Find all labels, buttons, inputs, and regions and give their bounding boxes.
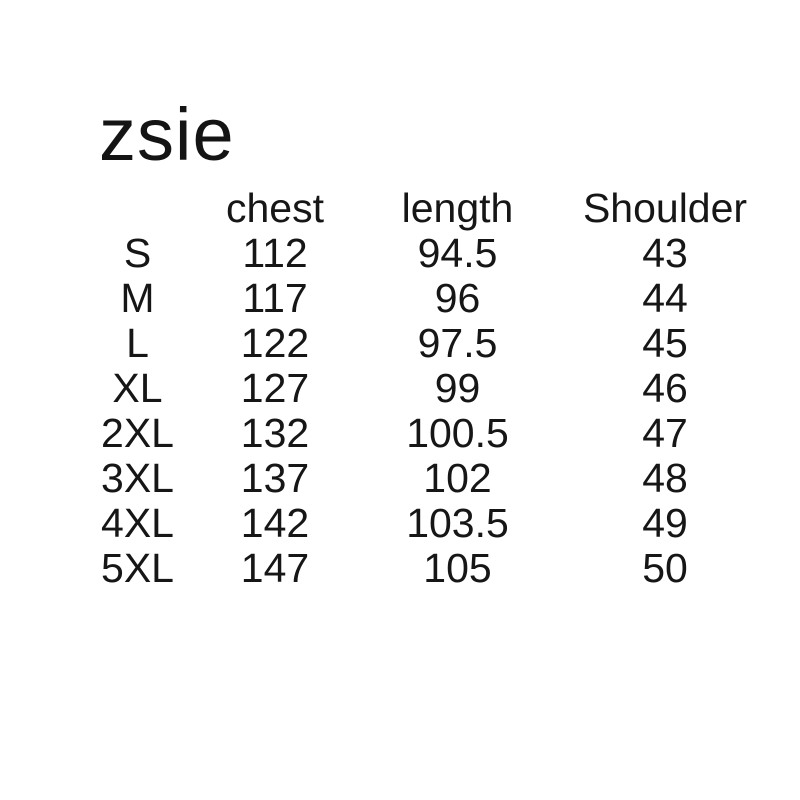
table-row: L 122 97.5 45	[85, 321, 775, 366]
table-row: 2XL 132 100.5 47	[85, 411, 775, 456]
cell-chest: 122	[240, 320, 310, 366]
cell-length: 105	[423, 545, 492, 591]
column-header-size	[85, 186, 190, 231]
cell-shoulder: 44	[642, 275, 688, 321]
column-header-length: length	[401, 185, 514, 231]
cell-chest: 112	[242, 230, 308, 276]
cell-shoulder: 49	[642, 500, 688, 546]
cell-size: M	[120, 275, 155, 321]
column-header-chest: chest	[226, 185, 324, 231]
cell-size: 2XL	[101, 410, 174, 456]
cell-length: 99	[434, 365, 481, 411]
brand-logo: zsie	[99, 93, 235, 176]
cell-length: 94.5	[417, 230, 498, 276]
cell-shoulder: 48	[642, 455, 688, 501]
cell-length: 103.5	[406, 500, 509, 546]
table-row: 5XL 147 105 50	[85, 546, 775, 591]
table-row: M 117 96 44	[85, 276, 775, 321]
cell-shoulder: 47	[642, 410, 688, 456]
cell-size: L	[126, 320, 149, 366]
cell-shoulder: 45	[642, 320, 688, 366]
cell-chest: 117	[242, 275, 308, 321]
column-header-shoulder: Shoulder	[582, 185, 748, 231]
cell-shoulder: 43	[642, 230, 688, 276]
table-header-row: chest length Shoulder	[85, 186, 775, 231]
cell-chest: 132	[240, 410, 310, 456]
cell-chest: 142	[240, 500, 310, 546]
cell-size: S	[123, 230, 152, 276]
table-row: 4XL 142 103.5 49	[85, 501, 775, 546]
cell-chest: 137	[240, 455, 310, 501]
cell-shoulder: 46	[642, 365, 688, 411]
cell-size: XL	[112, 365, 163, 411]
cell-size: 3XL	[101, 455, 174, 501]
cell-size: 5XL	[101, 545, 174, 591]
table-row: XL 127 99 46	[85, 366, 775, 411]
cell-shoulder: 50	[642, 545, 688, 591]
cell-length: 96	[434, 275, 481, 321]
cell-length: 97.5	[417, 320, 498, 366]
table-row: 3XL 137 102 48	[85, 456, 775, 501]
table-row: S 112 94.5 43	[85, 231, 775, 276]
cell-size: 4XL	[101, 500, 174, 546]
size-chart-table: chest length Shoulder S 112 94.5 43 M 117 96 44 L 1…	[85, 186, 775, 591]
cell-chest: 147	[240, 545, 310, 591]
cell-length: 100.5	[406, 410, 509, 456]
cell-chest: 127	[240, 365, 310, 411]
cell-length: 102	[423, 455, 492, 501]
